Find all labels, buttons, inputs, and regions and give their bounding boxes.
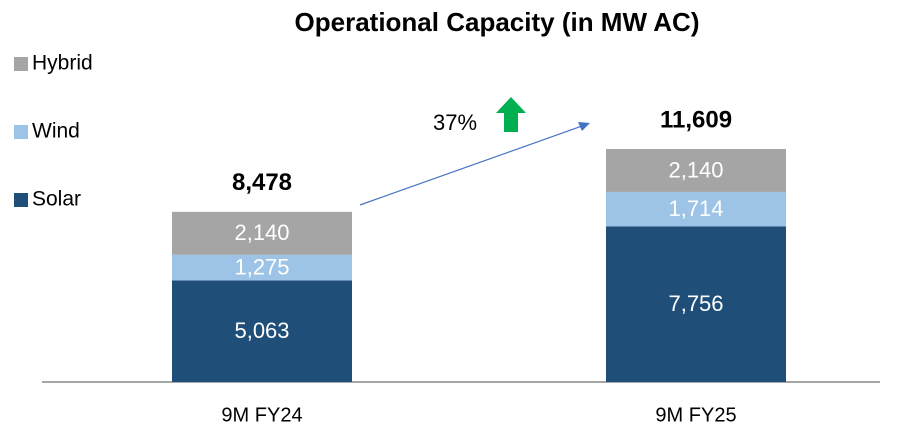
growth-arrow [359,125,583,206]
bar-segment [172,211,352,255]
value-label: 2,140 [234,220,289,245]
value-label: 2,140 [668,157,723,182]
bar-segment [172,280,352,382]
legend-label: Hybrid [32,52,93,75]
bar-segment [606,226,786,382]
growth-arrow-head [578,122,590,131]
up-arrow-icon [496,97,526,132]
value-label: 1,275 [234,254,289,279]
x-tick-label: 9M FY24 [221,404,302,426]
value-label: 7,756 [668,291,723,316]
growth-label: 37% [433,110,477,135]
x-tick-label: 9M FY25 [655,404,736,426]
bar-segment [172,254,352,281]
legend-swatch [14,125,28,139]
bar-segment [606,191,786,227]
bar-segment [606,148,786,192]
legend-label: Wind [32,120,80,143]
value-label: 1,714 [668,196,723,221]
total-label: 11,609 [660,106,732,133]
chart-title: Operational Capacity (in MW AC) [295,7,700,37]
value-label: 5,063 [234,318,289,343]
legend-swatch [14,57,28,71]
legend-swatch [14,193,28,207]
total-label: 8,478 [232,169,292,196]
legend-label: Solar [32,188,81,211]
